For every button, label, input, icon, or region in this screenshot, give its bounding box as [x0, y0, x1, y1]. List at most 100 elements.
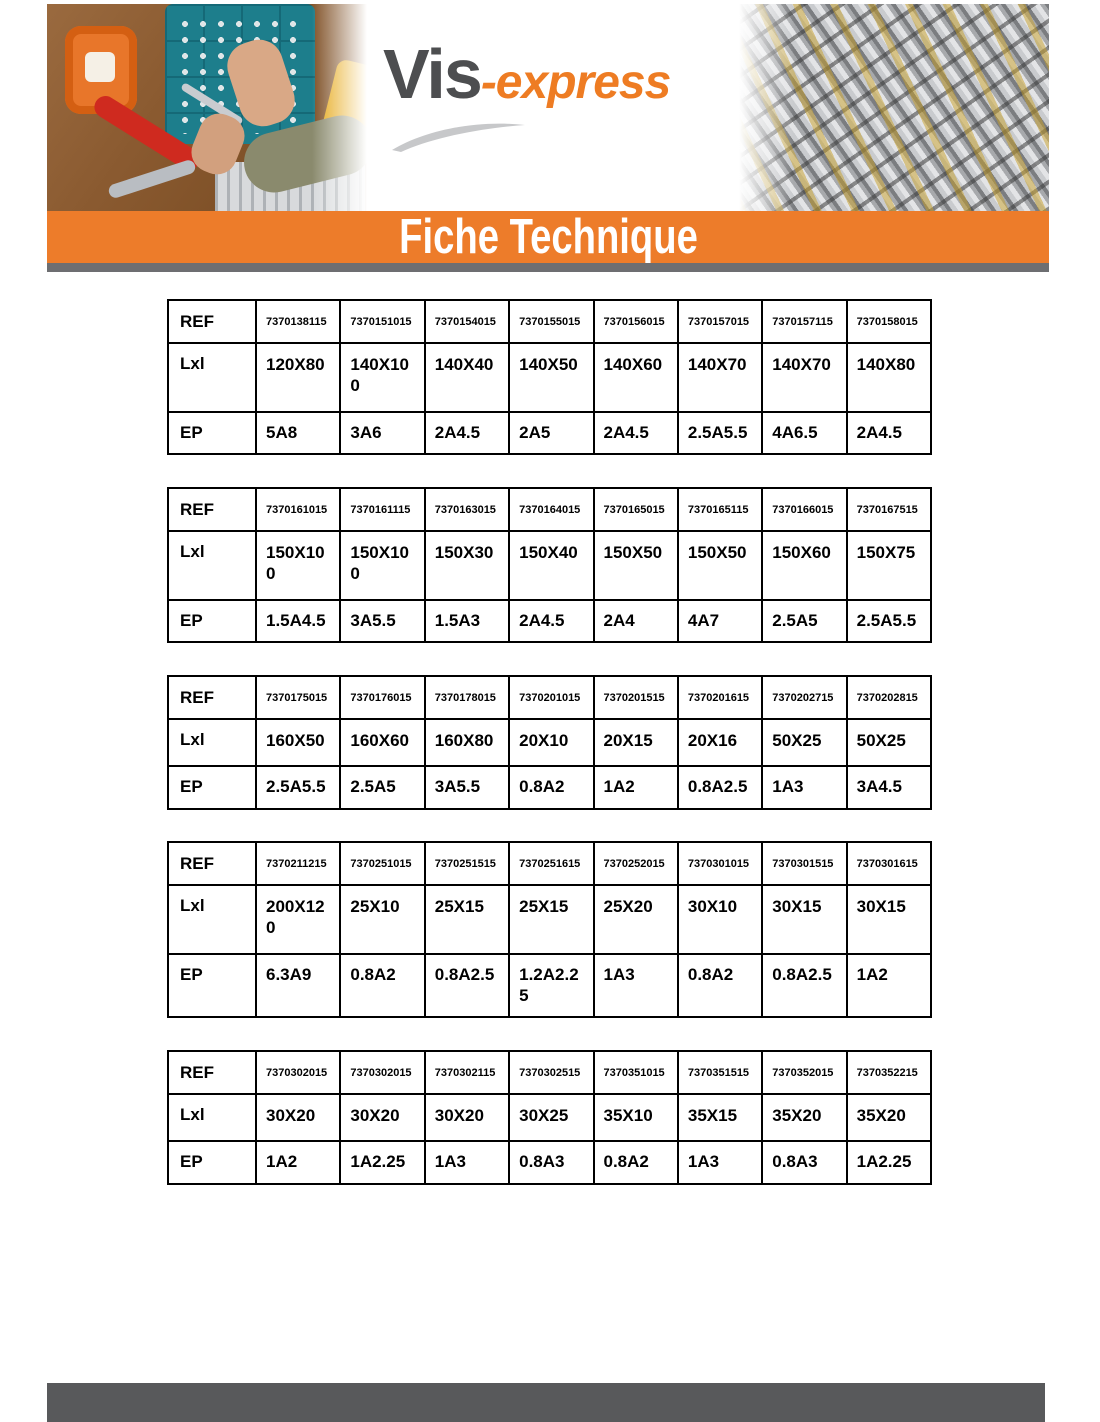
ep-cell: 3A5.5 [423, 765, 511, 810]
ref-cell: 7370302515 [508, 1050, 595, 1095]
ep-cell: 2A4.5 [508, 598, 595, 643]
dim-cell: 30X20 [339, 1092, 426, 1143]
ref-cell: 7370165015 [592, 487, 679, 532]
dim-cell: 150X50 [592, 530, 679, 601]
ep-cell: 2A4.5 [423, 410, 511, 455]
ref-cell: 7370158015 [845, 299, 933, 344]
ep-row: EP 1A2 1A2.25 1A3 0.8A3 0.8A2 1A3 0.8A3 1A2.25 [167, 1140, 933, 1185]
tape-measure-center [85, 52, 115, 82]
ref-cell: 7370302015 [254, 1050, 342, 1095]
ep-cell: 1A2 [254, 1140, 342, 1185]
footer-bar [47, 1383, 1045, 1422]
ep-cell: 0.8A2 [339, 952, 426, 1018]
dim-cell: 150X40 [508, 530, 595, 601]
ref-cell: 7370175015 [254, 675, 342, 720]
page-header: Vis -express [47, 4, 1049, 211]
dim-cell: 140X40 [423, 342, 511, 413]
brand-logo-primary: Vis [383, 35, 483, 113]
ref-cell: 7370201015 [508, 675, 595, 720]
dim-cell: 140X80 [845, 342, 933, 413]
row-label: REF [167, 1050, 257, 1095]
ref-row: REF 7370211215 7370251015 7370251515 7370251… [167, 841, 933, 886]
ep-cell: 1A2.25 [845, 1140, 933, 1185]
ep-cell: 0.8A3 [508, 1140, 595, 1185]
ref-cell: 7370302015 [339, 1050, 426, 1095]
dim-cell: 140X70 [676, 342, 764, 413]
header-photo-workbench [47, 4, 367, 211]
dim-cell: 20X10 [508, 717, 595, 768]
ep-row: EP 5A8 3A6 2A4.5 2A5 2A4.5 2.5A5.5 4A6.5 2A4.5 [167, 410, 933, 455]
dim-cell: 30X15 [845, 884, 933, 955]
dim-cell: 30X15 [761, 884, 848, 955]
ep-cell: 2.5A5.5 [676, 410, 764, 455]
dim-cell: 20X16 [676, 717, 764, 768]
ref-cell: 7370351515 [676, 1050, 764, 1095]
ref-cell: 7370352215 [845, 1050, 933, 1095]
ref-row: REF 7370138115 7370151015 7370154015 7370155… [167, 299, 933, 344]
ep-cell: 4A7 [676, 598, 764, 643]
ep-cell: 0.8A3 [761, 1140, 848, 1185]
ref-cell: 7370178015 [423, 675, 511, 720]
row-label: Lxl [167, 530, 257, 601]
row-label: REF [167, 299, 257, 344]
dimension-row: Lxl 160X50 160X60 160X80 20X10 20X15 20X16 50X2… [167, 717, 933, 768]
row-label: REF [167, 675, 257, 720]
ref-cell: 7370352015 [761, 1050, 848, 1095]
ref-cell: 7370176015 [339, 675, 426, 720]
wrench-shape [107, 158, 197, 200]
title-banner: Fiche Technique [47, 211, 1049, 263]
ep-cell: 2A5 [508, 410, 595, 455]
dim-cell: 25X20 [592, 884, 679, 955]
ref-cell: 7370301615 [845, 841, 933, 886]
ep-cell: 0.8A2 [592, 1140, 679, 1185]
dim-cell: 30X20 [254, 1092, 342, 1143]
ep-cell: 2.5A5.5 [845, 598, 933, 643]
dim-cell: 35X10 [592, 1092, 679, 1143]
ep-cell: 1.2A2.25 [508, 952, 595, 1018]
row-label: Lxl [167, 1092, 257, 1143]
dim-cell: 150X75 [845, 530, 933, 601]
ep-cell: 1A3 [423, 1140, 511, 1185]
ref-cell: 7370156015 [592, 299, 679, 344]
dim-cell: 150X100 [339, 530, 426, 601]
ref-cell: 7370251515 [423, 841, 511, 886]
ref-cell: 7370302115 [423, 1050, 511, 1095]
ep-cell: 1A3 [592, 952, 679, 1018]
ref-cell: 7370167515 [845, 487, 933, 532]
ref-cell: 7370151015 [339, 299, 426, 344]
yellow-tool-shape [312, 58, 367, 176]
ep-cell: 1A3 [761, 765, 848, 810]
brand-logo-secondary: -express [480, 56, 671, 109]
ref-cell: 7370201615 [676, 675, 764, 720]
dim-cell: 160X50 [254, 717, 342, 768]
ep-cell: 0.8A2.5 [423, 952, 511, 1018]
ref-cell: 7370201515 [592, 675, 679, 720]
ref-cell: 7370154015 [423, 299, 511, 344]
dim-cell: 140X70 [761, 342, 848, 413]
banner-underline-bar [47, 263, 1049, 272]
ep-cell: 3A6 [339, 410, 426, 455]
ep-cell: 0.8A2 [508, 765, 595, 810]
ep-cell: 2A4.5 [592, 410, 679, 455]
ep-cell: 1A2.25 [339, 1140, 426, 1185]
ref-cell: 7370351015 [592, 1050, 679, 1095]
ep-cell: 4A6.5 [761, 410, 848, 455]
ep-cell: 5A8 [254, 410, 342, 455]
ep-cell: 2A4 [592, 598, 679, 643]
dim-cell: 35X20 [761, 1092, 848, 1143]
row-label: EP [167, 598, 257, 643]
row-label: Lxl [167, 884, 257, 955]
row-label: Lxl [167, 717, 257, 768]
spec-table: REF 7370211215 7370251015 7370251515 7370251… [167, 841, 933, 1018]
ep-cell: 0.8A2.5 [761, 952, 848, 1018]
header-photo-screws [739, 4, 1049, 211]
ref-cell: 7370301515 [761, 841, 848, 886]
dimension-row: Lxl 150X100 150X100 150X30 150X40 150X50 150X5… [167, 530, 933, 601]
dim-cell: 35X15 [676, 1092, 764, 1143]
row-label: Lxl [167, 342, 257, 413]
ep-cell: 3A5.5 [339, 598, 426, 643]
ref-cell: 7370163015 [423, 487, 511, 532]
ep-cell: 2.5A5 [761, 598, 848, 643]
ep-cell: 1A2 [845, 952, 933, 1018]
ep-cell: 0.8A2.5 [676, 765, 764, 810]
